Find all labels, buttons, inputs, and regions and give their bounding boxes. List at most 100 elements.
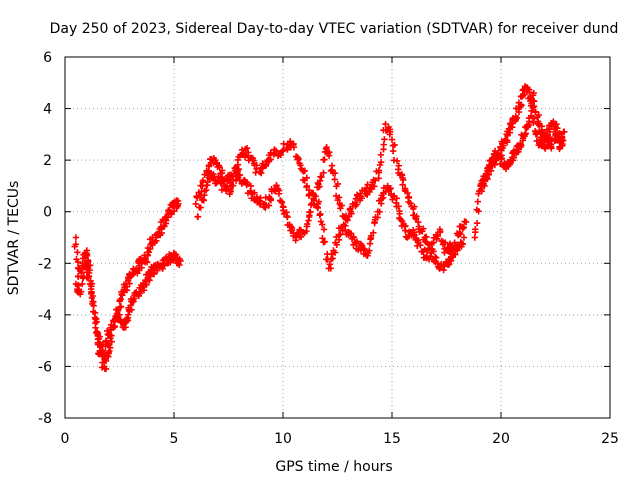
data-point-trace <box>337 231 344 238</box>
data-point-trace <box>267 197 275 204</box>
data-point-trace <box>303 183 310 191</box>
data-point-trace <box>530 103 538 110</box>
data-point-trace <box>393 195 400 202</box>
data-point-trace <box>484 167 491 175</box>
data-point-trace <box>297 233 305 241</box>
data-point-trace <box>288 224 296 232</box>
data-point <box>460 234 468 241</box>
data-point-trace <box>108 338 115 345</box>
data-point-trace <box>513 114 521 122</box>
data-point-trace <box>317 218 325 225</box>
data-point-trace <box>90 308 97 315</box>
data-point-trace <box>327 265 334 272</box>
data-point <box>414 218 422 226</box>
data-point-trace <box>532 130 540 137</box>
data-point-trace <box>320 226 328 233</box>
data-point-trace <box>509 157 517 164</box>
data-point-trace <box>216 164 223 171</box>
data-point-trace <box>106 347 113 355</box>
data-point-trace <box>526 89 533 96</box>
data-point-trace <box>74 249 81 256</box>
y-axis-ticks: -8 -6 -4 -2 0 2 4 6 <box>38 50 610 427</box>
data-point-trace <box>299 229 307 236</box>
data-point-trace <box>160 262 167 269</box>
data-point-trace <box>370 229 377 236</box>
data-point-trace <box>262 162 270 170</box>
data-point <box>561 128 568 135</box>
data-point-trace <box>377 158 385 166</box>
data-point <box>72 234 80 241</box>
data-point-trace <box>524 122 532 130</box>
data-point-trace <box>86 266 93 274</box>
y-tick-label: -2 <box>38 256 52 272</box>
data-point-trace <box>243 144 251 152</box>
data-point-trace <box>304 220 311 228</box>
data-point-trace <box>559 137 566 144</box>
data-point-trace <box>142 257 149 265</box>
data-point <box>462 218 470 226</box>
x-tick-label: 5 <box>170 431 179 447</box>
data-point-trace <box>381 136 388 143</box>
data-point-trace <box>205 163 213 170</box>
data-point <box>192 200 199 208</box>
data-point-trace <box>474 198 482 205</box>
data-point-trace <box>444 258 452 266</box>
data-point-trace <box>490 157 498 165</box>
data-point-trace <box>117 296 125 303</box>
data-point-trace <box>87 281 94 288</box>
data-point-trace <box>454 241 461 248</box>
data-point-trace <box>420 225 427 232</box>
data-point-trace <box>350 233 357 241</box>
data-point-trace <box>429 246 436 253</box>
data-point-trace <box>74 258 82 266</box>
data-point-trace <box>367 232 375 240</box>
y-tick-label: -8 <box>38 411 52 427</box>
data-point-trace <box>442 239 449 246</box>
data-point-trace <box>227 188 234 196</box>
data-point-trace <box>227 171 235 179</box>
data-point-trace <box>434 232 442 240</box>
data-point-trace <box>280 140 287 147</box>
data-point-trace <box>353 238 361 245</box>
x-tick-label: 10 <box>274 431 292 447</box>
data-point-trace <box>228 182 235 189</box>
data-point-trace <box>145 248 152 256</box>
data-point-trace <box>371 183 378 190</box>
data-point-trace <box>271 146 278 153</box>
data-marks <box>71 83 568 373</box>
data-point-trace <box>457 230 464 238</box>
data-point-trace <box>451 247 458 254</box>
x-axis-ticks: 0 5 10 15 20 25 <box>61 57 619 447</box>
data-point-trace <box>498 155 505 163</box>
data-point-trace <box>85 273 92 281</box>
data-point-trace <box>344 217 351 224</box>
data-point-trace <box>146 277 153 284</box>
data-point-trace <box>315 180 322 188</box>
x-axis-label: GPS time / hours <box>275 459 392 475</box>
data-point-trace <box>91 314 99 321</box>
data-point-trace <box>352 199 359 206</box>
data-point-trace <box>427 253 434 260</box>
data-point-trace <box>554 125 561 132</box>
data-point-trace <box>326 261 333 268</box>
data-point-trace <box>325 152 333 159</box>
data-point-trace <box>329 255 336 262</box>
data-point-trace <box>411 203 418 210</box>
data-point-trace <box>265 202 273 209</box>
data-point-trace <box>425 256 433 263</box>
data-point-trace <box>318 173 325 181</box>
data-point-trace <box>78 269 85 277</box>
data-point-trace <box>366 247 373 254</box>
y-tick-label: 0 <box>43 205 52 221</box>
data-point-trace <box>459 225 467 232</box>
data-point <box>218 169 226 177</box>
data-point-trace <box>77 288 85 295</box>
data-point-trace <box>553 121 560 128</box>
y-axis-label: SDTVAR / TECUs <box>6 181 22 296</box>
data-point-trace <box>104 327 111 335</box>
data-point-trace <box>376 208 383 216</box>
data-point-trace <box>395 162 402 169</box>
data-point-trace <box>517 101 525 108</box>
data-point-trace <box>319 235 326 242</box>
data-point-trace <box>533 137 541 145</box>
